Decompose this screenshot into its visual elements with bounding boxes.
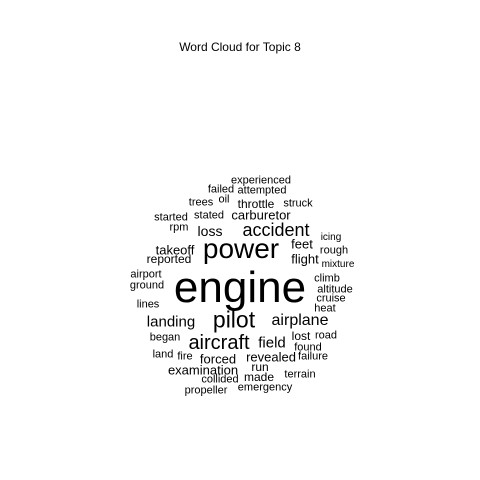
word-heat: heat bbox=[314, 302, 336, 315]
plot-title: Word Cloud for Topic 8 bbox=[179, 40, 301, 54]
word-reported: reported bbox=[146, 252, 192, 266]
word-examination: examination bbox=[167, 362, 239, 378]
word-cruise: cruise bbox=[316, 292, 346, 305]
word-feet: feet bbox=[291, 236, 313, 252]
word-lines: lines bbox=[136, 298, 160, 311]
word-takeoff: takeoff bbox=[155, 242, 195, 258]
word-lost: lost bbox=[291, 329, 311, 343]
word-airplane: airplane bbox=[271, 312, 329, 329]
word-stated: stated bbox=[194, 209, 224, 222]
word-road: road bbox=[314, 329, 338, 342]
word-accident: accident bbox=[242, 220, 310, 240]
word-fire: fire bbox=[177, 350, 193, 363]
word-altitude: altitude bbox=[317, 283, 353, 296]
word-found: found bbox=[294, 341, 322, 354]
word-started: started bbox=[154, 211, 188, 224]
word-flight: flight bbox=[291, 251, 319, 267]
word-emergency: emergency bbox=[237, 381, 293, 394]
word-oil: oil bbox=[218, 193, 230, 206]
word-terrain: terrain bbox=[284, 368, 316, 381]
word-field: field bbox=[258, 334, 286, 352]
word-rough: rough bbox=[319, 244, 349, 257]
word-experienced: experienced bbox=[231, 174, 291, 187]
word-run: run bbox=[251, 360, 269, 374]
word-failed: failed bbox=[207, 183, 235, 196]
word-forced: forced bbox=[199, 351, 237, 367]
word-attempted: attempted bbox=[237, 184, 287, 197]
word-climb: climb bbox=[314, 272, 340, 285]
word-throttle: throttle bbox=[237, 197, 275, 211]
word-airport: airport bbox=[130, 268, 162, 281]
word-began: began bbox=[149, 331, 181, 344]
word-mixture: mixture bbox=[321, 259, 355, 270]
word-aircraft: aircraft bbox=[188, 332, 250, 354]
word-pilot: pilot bbox=[212, 306, 256, 333]
word-propeller: propeller bbox=[184, 384, 228, 397]
word-land: land bbox=[152, 348, 174, 361]
word-icing: icing bbox=[320, 232, 342, 243]
word-struck: struck bbox=[283, 197, 313, 210]
word-made: made bbox=[243, 370, 275, 384]
word-ground: ground bbox=[129, 279, 165, 292]
word-loss: loss bbox=[197, 223, 223, 239]
word-power: power bbox=[202, 233, 280, 264]
word-revealed: revealed bbox=[246, 349, 296, 365]
word-carburetor: carburetor bbox=[231, 207, 291, 223]
word-collided: collided bbox=[201, 373, 239, 386]
word-failure: failure bbox=[298, 350, 328, 363]
word-trees: trees bbox=[188, 196, 214, 209]
word-engine: engine bbox=[173, 263, 307, 312]
word-landing: landing bbox=[146, 313, 196, 331]
word-rpm: rpm bbox=[169, 221, 189, 234]
